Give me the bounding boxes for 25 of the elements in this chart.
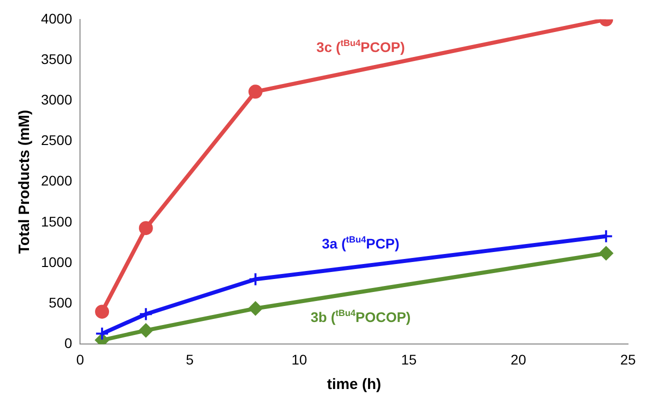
y-tick-label: 4000 <box>40 10 72 26</box>
point <box>138 307 153 322</box>
y-tick-label: 2500 <box>40 132 72 148</box>
point <box>138 221 153 236</box>
y-tick-label: 0 <box>64 335 72 352</box>
x-tick-label: 5 <box>186 351 194 368</box>
y-tick-label: 500 <box>48 294 72 310</box>
point <box>599 246 614 260</box>
point <box>138 323 153 338</box>
x-tick-label: 10 <box>292 351 308 368</box>
point <box>95 326 110 341</box>
x-axis-title: time (h) <box>326 376 382 394</box>
y-axis-title: Total Products (mM) <box>16 110 34 254</box>
y-tick-label: 3000 <box>40 91 72 108</box>
point <box>248 301 262 316</box>
y-tick-label: 1000 <box>40 254 72 270</box>
y-tick-label: 1500 <box>40 213 72 230</box>
point <box>248 84 262 99</box>
x-tick-label: 20 <box>510 351 526 368</box>
point <box>95 304 110 319</box>
y-tick-label: 2000 <box>40 172 72 189</box>
x-tick-label: 15 <box>401 351 417 368</box>
x-tick-label: 0 <box>76 351 84 368</box>
x-tick-label: 25 <box>620 351 636 368</box>
y-tick-label: 3500 <box>40 50 72 67</box>
